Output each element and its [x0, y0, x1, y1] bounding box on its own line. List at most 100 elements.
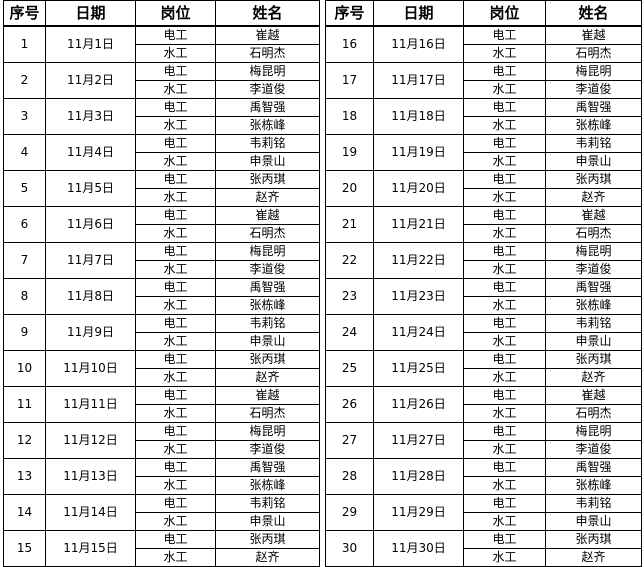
table-row: 水工 申景山 — [326, 152, 642, 171]
role-cell: 电工 — [463, 206, 546, 225]
name-cell: 赵齐 — [545, 188, 642, 207]
name-cell: 梅昆明 — [545, 242, 642, 261]
role-cell: 水工 — [135, 296, 216, 315]
row-number: 12 — [3, 422, 46, 459]
name-cell: 禹智强 — [545, 458, 642, 477]
row-number: 8 — [3, 278, 46, 315]
name-cell: 张栋峰 — [545, 296, 642, 315]
table-row: 4 11月4日 电工 韦莉铭 — [3, 134, 320, 171]
role-cell: 水工 — [463, 548, 546, 567]
name-cell: 张栋峰 — [215, 116, 320, 135]
header-row: 序号 日期 岗位 姓名 — [3, 0, 320, 27]
name-cell: 韦莉铭 — [545, 134, 642, 153]
role-cell: 电工 — [135, 98, 216, 117]
table-row: 5 11月5日 电工 张丙琪 — [3, 170, 320, 207]
role-cell: 水工 — [135, 368, 216, 387]
name-cell: 李道俊 — [545, 260, 642, 279]
row-date: 11月21日 — [373, 206, 464, 243]
name-cell: 申景山 — [215, 512, 320, 531]
row-number: 16 — [325, 25, 374, 63]
table-row: 8 11月8日 电工 禹智强 — [3, 278, 320, 315]
name-cell: 石明杰 — [215, 44, 320, 63]
role-cell: 水工 — [463, 116, 546, 135]
name-cell: 赵齐 — [215, 368, 320, 387]
row-number: 24 — [325, 314, 374, 351]
role-cell: 电工 — [135, 206, 216, 225]
table-row: 水工 赵齐 — [326, 548, 642, 567]
header-role: 岗位 — [135, 0, 216, 27]
table-row: 水工 李道俊 — [326, 80, 642, 99]
row-date: 11月26日 — [373, 386, 464, 423]
role-cell: 电工 — [463, 314, 546, 333]
role-cell: 水工 — [135, 548, 216, 567]
row-number: 25 — [325, 350, 374, 387]
role-cell: 水工 — [463, 188, 546, 207]
role-cell: 水工 — [463, 44, 546, 63]
row-date: 11月14日 — [45, 494, 136, 531]
table-row: 15 11月15日 电工 张丙琪 — [3, 530, 320, 567]
role-cell: 电工 — [463, 530, 546, 549]
role-cell: 电工 — [135, 242, 216, 261]
table-row: 19 11月19日 电工 韦莉铭 — [325, 134, 642, 171]
role-cell: 电工 — [135, 458, 216, 477]
name-cell: 崔越 — [215, 206, 320, 225]
row-date: 11月7日 — [45, 242, 136, 279]
role-cell: 水工 — [463, 152, 546, 171]
role-cell: 水工 — [135, 188, 216, 207]
row-date: 11月1日 — [45, 25, 136, 63]
role-cell: 水工 — [463, 224, 546, 243]
name-cell: 韦莉铭 — [215, 494, 320, 513]
row-number: 13 — [3, 458, 46, 495]
name-cell: 石明杰 — [215, 224, 320, 243]
table-row: 水工 张栋峰 — [326, 476, 642, 495]
name-cell: 石明杰 — [545, 404, 642, 423]
role-cell: 电工 — [135, 278, 216, 297]
table-row: 水工 张栋峰 — [4, 476, 320, 495]
role-cell: 水工 — [135, 44, 216, 63]
table-row: 22 11月22日 电工 梅昆明 — [325, 242, 642, 279]
role-cell: 水工 — [463, 440, 546, 459]
row-date: 11月6日 — [45, 206, 136, 243]
table-row: 水工 石明杰 — [4, 404, 320, 423]
name-cell: 禹智强 — [215, 98, 320, 117]
name-cell: 赵齐 — [545, 548, 642, 567]
table-row: 1 11月1日 电工 崔越 — [3, 25, 320, 63]
name-cell: 禹智强 — [215, 278, 320, 297]
name-cell: 申景山 — [545, 512, 642, 531]
name-cell: 张丙琪 — [545, 530, 642, 549]
role-cell: 电工 — [135, 530, 216, 549]
role-cell: 电工 — [135, 170, 216, 189]
role-cell: 水工 — [135, 152, 216, 171]
header-name: 姓名 — [545, 0, 642, 27]
role-cell: 电工 — [463, 386, 546, 405]
role-cell: 水工 — [135, 440, 216, 459]
row-date: 11月8日 — [45, 278, 136, 315]
name-cell: 李道俊 — [215, 260, 320, 279]
name-cell: 申景山 — [215, 332, 320, 351]
table-row: 水工 赵齐 — [326, 368, 642, 387]
name-cell: 禹智强 — [545, 278, 642, 297]
name-cell: 梅昆明 — [215, 62, 320, 81]
row-number: 6 — [3, 206, 46, 243]
row-number: 11 — [3, 386, 46, 423]
name-cell: 韦莉铭 — [215, 134, 320, 153]
header-no: 序号 — [325, 0, 374, 27]
header-no: 序号 — [3, 0, 46, 27]
row-date: 11月29日 — [373, 494, 464, 531]
role-cell: 水工 — [135, 332, 216, 351]
name-cell: 申景山 — [215, 152, 320, 171]
row-date: 11月3日 — [45, 98, 136, 135]
row-number: 2 — [3, 62, 46, 99]
table-row: 27 11月27日 电工 梅昆明 — [325, 422, 642, 459]
table-row: 26 11月26日 电工 崔越 — [325, 386, 642, 423]
row-date: 11月23日 — [373, 278, 464, 315]
name-cell: 石明杰 — [215, 404, 320, 423]
schedule-table-left: 序号 日期 岗位 姓名 1 11月1日 电工 崔越 水工 石明杰 2 11月2日 电工 梅昆明 水工… — [3, 0, 320, 567]
role-cell: 水工 — [135, 512, 216, 531]
name-cell: 韦莉铭 — [545, 314, 642, 333]
table-row: 3 11月3日 电工 禹智强 — [3, 98, 320, 135]
role-cell: 电工 — [135, 314, 216, 333]
name-cell: 张丙琪 — [215, 170, 320, 189]
name-cell: 梅昆明 — [215, 242, 320, 261]
row-number: 26 — [325, 386, 374, 423]
